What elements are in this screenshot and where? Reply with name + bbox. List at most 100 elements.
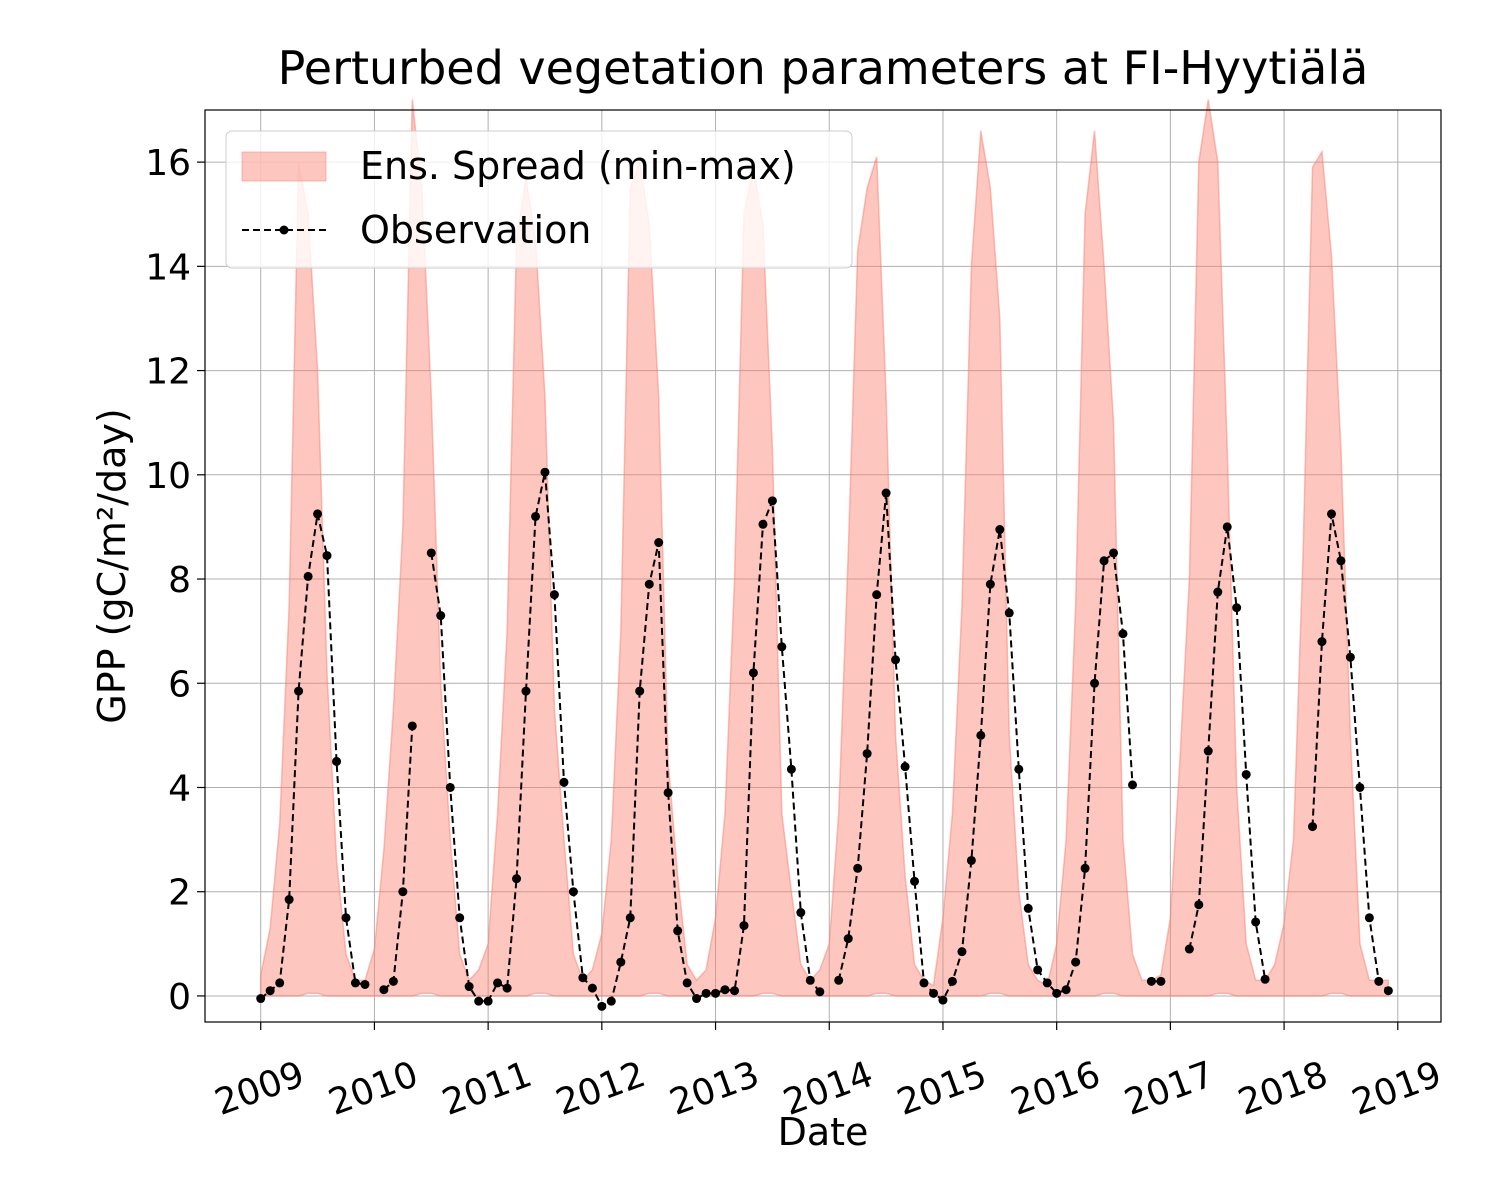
observation-point	[1023, 903, 1033, 913]
observation-point	[1042, 978, 1052, 988]
observation-point	[881, 488, 891, 498]
legend: Ens. Spread (min-max) Observation	[225, 130, 853, 269]
observation-point	[739, 921, 749, 931]
axes-frame	[204, 109, 1442, 1023]
observation-point	[578, 973, 588, 983]
y-tick-label: 0	[168, 977, 191, 1018]
observation-point	[256, 994, 266, 1004]
observation-point	[521, 686, 531, 696]
observation-point	[512, 874, 522, 884]
observation-point	[938, 995, 948, 1005]
observation-point	[758, 519, 768, 529]
observation-line	[260, 471, 1390, 1008]
observation-point	[388, 976, 398, 986]
observation-point	[1033, 965, 1043, 975]
observation-point	[549, 590, 559, 600]
observation-point	[1004, 608, 1014, 618]
observation-point	[303, 571, 313, 581]
y-tick-label: 14	[145, 247, 191, 288]
observation-point	[654, 538, 664, 548]
observation-point	[843, 934, 853, 944]
observation-point	[1317, 637, 1327, 647]
observation-point	[673, 926, 683, 936]
observation-point	[711, 988, 721, 998]
y-tick-label: 12	[145, 352, 191, 393]
legend-swatch	[241, 151, 327, 182]
observation-point	[786, 764, 796, 774]
observation-point	[730, 986, 740, 996]
observation-point	[483, 996, 493, 1006]
observation-point	[1232, 603, 1242, 613]
y-tick-label: 16	[145, 143, 191, 184]
observation-point	[1383, 986, 1393, 996]
observation-point	[616, 957, 626, 967]
observation-point	[853, 863, 863, 873]
observation-point	[976, 730, 986, 740]
observation-point	[1194, 900, 1204, 910]
y-tick-label: 4	[168, 768, 191, 809]
observation-point	[1099, 556, 1109, 566]
observation-point	[701, 988, 711, 998]
observation-point	[682, 978, 692, 988]
observation-point	[332, 756, 342, 766]
observation-point	[1184, 944, 1194, 954]
observation-point	[1156, 976, 1166, 986]
observation-point	[815, 987, 825, 997]
observation-point	[644, 579, 654, 589]
observation-point	[1241, 769, 1251, 779]
observation-point	[360, 979, 370, 989]
legend-marker	[279, 225, 289, 235]
observation-point	[1080, 863, 1090, 873]
observation-point	[398, 887, 408, 897]
observation-point	[294, 686, 304, 696]
legend-label: Ens. Spread (min-max)	[360, 144, 796, 188]
observation-point	[1364, 913, 1374, 923]
observation-point	[947, 976, 957, 986]
y-tick-label: 8	[168, 560, 191, 601]
observation-point	[445, 782, 455, 792]
observation-point	[313, 509, 323, 519]
observation-point	[426, 548, 436, 558]
observation-point	[587, 983, 597, 993]
observation-point	[1336, 556, 1346, 566]
observation-point	[531, 511, 541, 521]
observation-point	[265, 986, 275, 996]
y-tick-label: 10	[145, 456, 191, 497]
observation-point	[720, 985, 730, 995]
y-tick-label: 6	[168, 664, 191, 705]
observation-point	[872, 590, 882, 600]
legend-label: Observation	[360, 208, 591, 252]
observation-point	[341, 913, 351, 923]
observation-point	[568, 887, 578, 897]
observation-point	[985, 579, 995, 589]
observation-point	[767, 496, 777, 506]
observation-point	[1308, 822, 1318, 832]
y-axis-label: GPP (gC/m²/day)	[90, 408, 134, 723]
x-axis-label: Date	[778, 1110, 869, 1154]
observation-point	[1374, 976, 1384, 986]
observation-point	[1260, 974, 1270, 984]
observation-point	[275, 978, 285, 988]
observation-point	[919, 978, 929, 988]
observation-point	[692, 994, 702, 1004]
observation-point	[663, 788, 673, 798]
observation-point	[1203, 746, 1213, 756]
observation-point	[1128, 780, 1138, 790]
observation-point	[625, 913, 635, 923]
observation-point	[995, 525, 1005, 535]
chart-title: Perturbed vegetation parameters at FI-Hy…	[278, 41, 1369, 95]
observation-point	[1146, 976, 1156, 986]
observation-point	[1118, 629, 1128, 639]
observation-point	[796, 908, 806, 918]
legend-box	[225, 130, 853, 269]
observation-point	[1326, 509, 1336, 519]
observation-point	[455, 913, 465, 923]
observation-point	[910, 876, 920, 886]
observation-point	[929, 988, 939, 998]
observation-point	[1014, 764, 1024, 774]
observation-point	[502, 983, 512, 993]
observation-point	[1090, 678, 1100, 688]
observation-point	[957, 947, 967, 957]
observation-point	[1355, 782, 1365, 792]
observation-point	[322, 551, 332, 561]
